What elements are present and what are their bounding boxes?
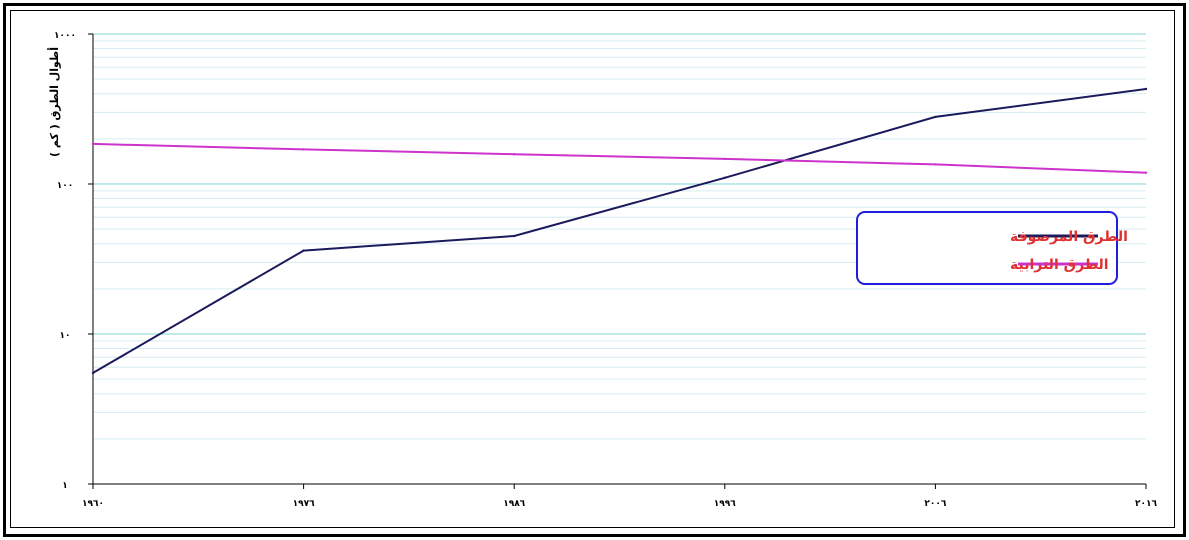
y-axis-ticks: ١ ١٠ ١٠٠ ١٠٠٠: [54, 31, 93, 491]
x-axis-ticks: ١٩٦٠ ١٩٧٦ ١٩٨٦ ١٩٩٦ ٢٠٠٦ ٢٠١٦: [82, 484, 1157, 509]
x-tick-label: ١٩٧٦: [293, 499, 315, 509]
y-tick-label: ١٠: [60, 331, 71, 341]
major-gridlines: [93, 33, 1146, 335]
legend-label-1: الطرق المرصوفة: [1010, 229, 1128, 245]
legend-box: [856, 211, 1118, 285]
x-tick-label: ٢٠١٦: [1135, 499, 1157, 509]
series-1-point: [934, 115, 937, 119]
x-tick-label: ٢٠٠٦: [924, 499, 946, 509]
series-2-point: [302, 148, 305, 151]
y-tick-label: ١٠٠: [57, 181, 73, 191]
y-axis-title: أطوال الطرق ( كم ): [47, 47, 61, 157]
legend-label-2: الطرق الترابية: [1010, 257, 1109, 273]
outer-frame: [3, 3, 1186, 537]
series-1-point: [91, 371, 95, 375]
series-1-point: [513, 234, 516, 238]
x-tick-label: ١٩٦٠: [82, 499, 104, 509]
y-tick-label: ١: [62, 481, 68, 491]
series-line-1: [92, 88, 1147, 374]
legend: الطرق المرصوفة الطرق الترابية: [856, 211, 1128, 285]
series-1-point: [302, 249, 305, 252]
inner-frame: [10, 10, 1175, 528]
series-lines: [91, 87, 1148, 375]
axes: [92, 34, 1146, 485]
series-2-point: [513, 153, 516, 156]
series-1-point: [723, 176, 726, 179]
x-tick-label: ١٩٩٦: [714, 499, 736, 509]
series-2-point: [1144, 171, 1148, 174]
y-tick-label: ١٠٠٠: [54, 31, 76, 41]
series-line-2: [92, 142, 1147, 174]
x-tick-label: ١٩٨٦: [503, 499, 525, 509]
series-2-point: [723, 157, 726, 161]
series-2-point: [934, 163, 937, 166]
series-2-point: [91, 142, 95, 146]
series-1-point: [1144, 87, 1148, 91]
